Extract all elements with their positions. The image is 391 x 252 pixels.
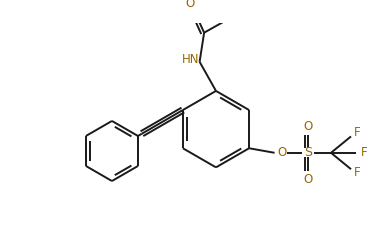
Text: F: F [361,146,367,159]
Text: O: O [277,146,287,159]
Text: O: O [303,120,313,133]
Text: HN: HN [182,53,199,67]
Text: O: O [303,173,313,186]
Text: O: O [186,0,195,10]
Text: S: S [304,146,312,159]
Text: F: F [354,126,361,139]
Text: F: F [354,166,361,179]
